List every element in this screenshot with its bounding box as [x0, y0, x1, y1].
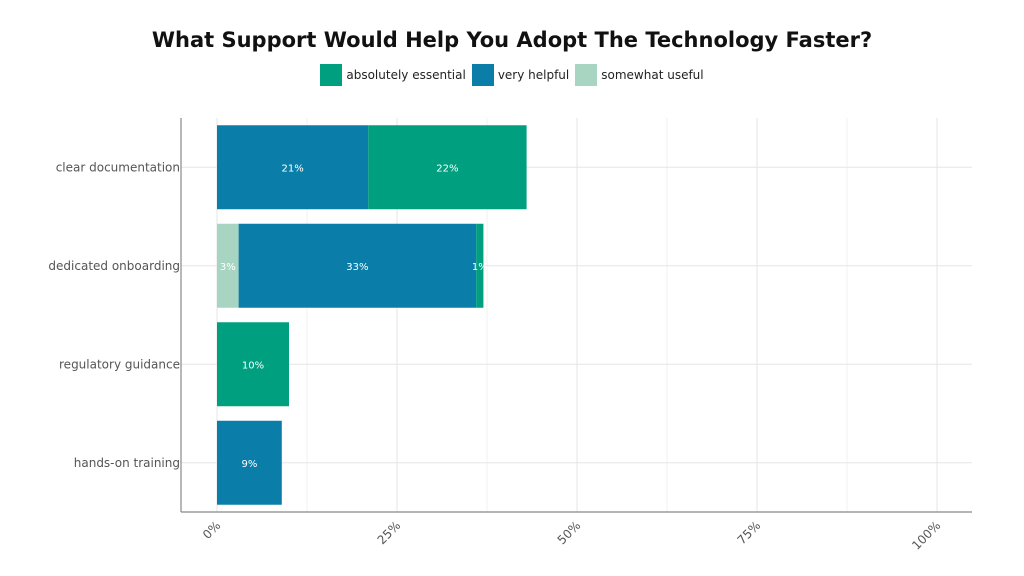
chart-title: What Support Would Help You Adopt The Te… — [151, 28, 873, 52]
x-tick-label: 0% — [200, 518, 223, 541]
bar-very-helpful-clear-documentation — [217, 125, 369, 210]
bar-value-label: 3% — [220, 262, 236, 273]
legend-swatch — [320, 64, 343, 86]
bar-value-label: 22% — [436, 163, 458, 174]
bar-very-helpful-hands-on-training — [217, 420, 282, 505]
x-tick-label: 75% — [735, 518, 764, 547]
y-tick-label: regulatory guidance — [59, 357, 180, 371]
legend-swatch — [575, 64, 598, 86]
bar-absolutely-essential-dedicated-onboarding — [476, 223, 484, 308]
bar-somewhat-useful-dedicated-onboarding — [217, 223, 239, 308]
legend-swatch — [471, 64, 494, 86]
bar-value-label: 10% — [242, 360, 264, 371]
legend-label: somewhat useful — [601, 68, 704, 82]
bar-value-label: 1% — [472, 262, 488, 273]
bar-very-helpful-dedicated-onboarding — [238, 223, 477, 308]
legend: absolutely essential very helpful somewhat… — [0, 64, 1024, 86]
y-tick-label: clear documentation — [56, 160, 180, 174]
y-tick-label: hands-on training — [74, 456, 180, 470]
x-tick-label: 100% — [909, 518, 943, 552]
legend-label: absolutely essential — [346, 68, 466, 82]
legend-item-very-helpful: very helpful — [471, 64, 570, 86]
legend-item-absolutely-essential: absolutely essential — [320, 64, 466, 86]
bar-value-label: 33% — [346, 262, 368, 273]
y-tick-label: dedicated onboarding — [48, 259, 180, 273]
x-tick-label: 50% — [555, 518, 584, 547]
x-tick-label: 25% — [375, 518, 404, 547]
bars — [217, 125, 527, 505]
bar-absolutely-essential-clear-documentation — [368, 125, 527, 210]
legend-label: very helpful — [497, 68, 570, 82]
axes — [180, 118, 972, 513]
labels: 21% 22% clear documentation 3% 33% 1% dedicate… — [48, 160, 943, 552]
legend-item-somewhat-useful: somewhat useful — [575, 64, 704, 86]
bar-value-label: 21% — [281, 163, 303, 174]
bar-absolutely-essential-regulatory-guidance — [217, 322, 289, 407]
bar-value-label: 9% — [241, 459, 257, 470]
